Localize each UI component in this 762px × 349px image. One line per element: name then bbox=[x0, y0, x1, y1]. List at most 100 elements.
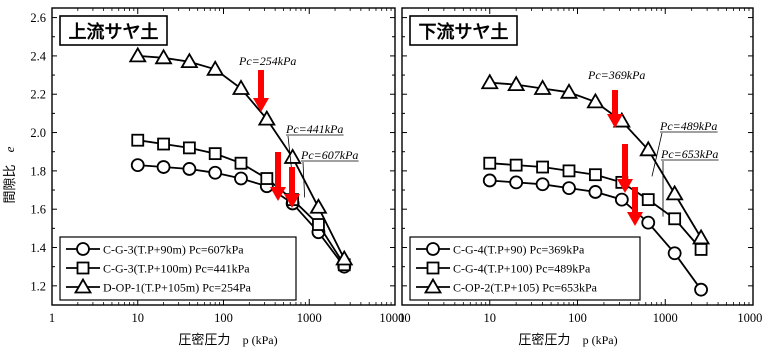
data-point-circle bbox=[509, 175, 524, 190]
data-point-triangle bbox=[533, 79, 552, 95]
data-point-triangle bbox=[639, 140, 658, 157]
data-point-square bbox=[694, 243, 708, 256]
y-tick-label: 1.8 bbox=[30, 164, 46, 178]
pc-arrow-head bbox=[270, 187, 286, 201]
x-tick-label: 1 bbox=[399, 311, 405, 325]
x-axis-label-left-jp: 圧密圧力 bbox=[178, 332, 230, 348]
x-axis-label-left: 圧密圧力 p (kPa) bbox=[178, 332, 277, 348]
legend-marker-circle bbox=[426, 242, 440, 256]
data-point-circle bbox=[182, 162, 197, 176]
data-point-circle bbox=[130, 158, 145, 173]
legend-entry: D-OP-1(T.P+105m) Pc=254Pa bbox=[66, 277, 252, 295]
panel-title: 下流サヤ土 bbox=[409, 15, 518, 46]
data-point-triangle bbox=[480, 73, 499, 90]
data-point-circle bbox=[482, 173, 497, 188]
pc-leader-line bbox=[651, 132, 663, 177]
legend-marker-triangle bbox=[73, 277, 93, 294]
pc-annotation: Pc=369kPa bbox=[587, 68, 645, 128]
panel-title-box bbox=[409, 15, 518, 46]
data-point-triangle bbox=[154, 48, 173, 65]
data-point-triangle bbox=[665, 184, 684, 201]
pc-annotation: Pc=653kPa bbox=[627, 147, 719, 226]
y-axis-label-symbol: e bbox=[2, 146, 17, 152]
data-point-circle bbox=[156, 160, 171, 174]
pc-label: Pc=653kPa bbox=[660, 147, 718, 161]
data-point-triangle bbox=[283, 148, 302, 164]
panel-title-text: 下流サヤ土 bbox=[419, 21, 509, 43]
legend-label: C-OP-2(T.P+105) Pc=653kPa bbox=[453, 281, 598, 295]
legend-label: C-G-4(T.P+90) Pc=369kPa bbox=[453, 243, 585, 257]
x-axis-label-right-symbol: p (kPa) bbox=[583, 333, 618, 347]
x-tick-label: 10 bbox=[484, 311, 497, 325]
pc-label: Pc=607kPa bbox=[300, 148, 358, 162]
data-point-square bbox=[182, 141, 196, 155]
pc-annotation: Pc=254kPa bbox=[238, 54, 296, 112]
legend-marker-triangle bbox=[423, 277, 443, 294]
data-point-square bbox=[208, 147, 222, 161]
data-point-circle bbox=[208, 165, 223, 180]
chart-panel-1: 1.2 1.4 1.6 1.8 2.0 2.2 2.4 2.6 1 10 100 1000 10000 P… bbox=[30, 7, 411, 325]
panel-title: 上流サヤ土 bbox=[59, 15, 168, 46]
legend: C-G-4(T.P+90) Pc=369kPa C-G-4(T.P+100) Pc… bbox=[409, 236, 641, 301]
series-square bbox=[483, 156, 708, 256]
x-tick-label: 1 bbox=[49, 311, 55, 325]
y-tick-label: 2.2 bbox=[30, 88, 46, 102]
data-point-triangle bbox=[692, 228, 711, 245]
pc-arrow-shaft bbox=[612, 90, 618, 116]
y-tick-label: 2.6 bbox=[30, 11, 46, 25]
pc-arrow-head bbox=[617, 179, 633, 193]
pc-label: Pc=489kPa bbox=[659, 119, 717, 133]
legend-label: C-G-4(T.P+100) Pc=489kPa bbox=[453, 262, 591, 276]
pc-arrow-head bbox=[627, 212, 643, 226]
x-tick-label: 1000 bbox=[653, 311, 678, 325]
legend-label: C-G-3(T.P+100m) Pc=441kPa bbox=[103, 262, 250, 276]
x-tick-label: 10000 bbox=[379, 311, 410, 325]
legend-label: C-G-3(T.P+90m) Pc=607kPa bbox=[103, 243, 244, 257]
data-point-circle bbox=[562, 181, 576, 196]
data-point-triangle bbox=[507, 75, 526, 92]
data-point-square bbox=[509, 158, 523, 172]
series-triangle bbox=[480, 73, 711, 245]
data-point-triangle bbox=[309, 197, 328, 214]
x-tick-label: 10000 bbox=[737, 311, 762, 325]
data-point-square bbox=[536, 160, 549, 174]
x-tick-label: 100 bbox=[568, 311, 587, 325]
data-point-circle bbox=[588, 185, 603, 199]
x-tick-label: 10 bbox=[132, 311, 145, 325]
data-point-square bbox=[641, 193, 655, 207]
data-point-square bbox=[668, 212, 682, 226]
y-tick-label: 1.4 bbox=[30, 241, 46, 255]
data-point-circle bbox=[667, 246, 682, 261]
series-triangle bbox=[128, 46, 354, 266]
data-point-triangle bbox=[257, 109, 276, 126]
pc-label: Pc=254kPa bbox=[238, 54, 296, 68]
data-point-triangle bbox=[206, 60, 225, 76]
pc-annotation: Pc=607kPa bbox=[284, 148, 359, 208]
x-axis-label-right-jp: 圧密圧力 bbox=[518, 332, 570, 348]
y-axis-label: 間隙比 e bbox=[2, 146, 18, 203]
data-point-square bbox=[589, 168, 602, 182]
panel-title-text: 上流サヤ土 bbox=[69, 21, 159, 43]
data-point-triangle bbox=[559, 83, 579, 99]
legend-entry: C-G-3(T.P+100m) Pc=441kPa bbox=[66, 262, 250, 276]
chart-panel-2: 1 10 100 1000 10000 Pc=369kPa Pc=489kPa Pc=653k… bbox=[399, 7, 762, 325]
data-point-circle bbox=[535, 177, 550, 192]
y-tick-label: 1.6 bbox=[30, 203, 46, 217]
pc-arrow-head bbox=[284, 194, 300, 208]
pc-arrow-shaft bbox=[289, 167, 295, 196]
legend-entry: C-OP-2(T.P+105) Pc=653kPa bbox=[416, 277, 598, 295]
data-point-triangle bbox=[180, 52, 199, 69]
data-point-triangle bbox=[231, 79, 251, 95]
pc-arrow-head bbox=[607, 114, 623, 128]
legend: C-G-3(T.P+90m) Pc=607kPa C-G-3(T.P+100m) … bbox=[59, 236, 297, 301]
data-point-square bbox=[157, 137, 170, 151]
y-tick-label: 2.0 bbox=[30, 126, 46, 140]
panel-title-box bbox=[59, 15, 168, 46]
data-point-square bbox=[562, 164, 576, 178]
y-axis-label-jp: 間隙比 bbox=[3, 164, 18, 203]
pc-arrow-head bbox=[253, 98, 269, 112]
data-point-circle bbox=[614, 192, 629, 207]
legend-marker-circle bbox=[76, 242, 90, 256]
legend-marker-square bbox=[76, 261, 90, 275]
